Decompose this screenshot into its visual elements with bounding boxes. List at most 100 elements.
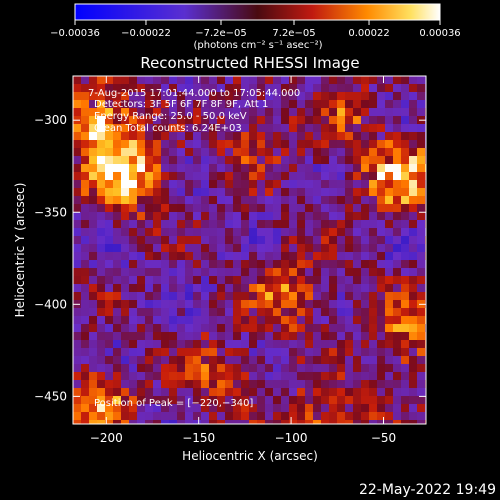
heatmap-cell	[417, 84, 425, 92]
heatmap-cell	[145, 340, 153, 348]
heatmap-cell	[105, 340, 113, 348]
heatmap-cell	[369, 332, 377, 340]
heatmap-cell	[105, 124, 113, 132]
heatmap-cell	[305, 380, 313, 388]
heatmap-cell	[353, 108, 361, 116]
heatmap-cell	[377, 332, 385, 340]
heatmap-cell	[417, 356, 425, 364]
heatmap-cell	[329, 100, 337, 108]
heatmap-cell	[169, 300, 177, 308]
heatmap-cell	[321, 388, 329, 396]
heatmap-cell	[161, 84, 169, 92]
heatmap-cell	[353, 380, 361, 388]
heatmap-cell	[97, 124, 105, 132]
heatmap-cell	[297, 220, 305, 228]
heatmap-cell	[169, 204, 177, 212]
heatmap-cell	[249, 372, 257, 380]
heatmap-cell	[313, 412, 321, 420]
heatmap-cell	[185, 244, 193, 252]
heatmap-cell	[201, 292, 209, 300]
heatmap-cell	[337, 108, 345, 116]
heatmap-cell	[297, 76, 305, 84]
heatmap-cell	[153, 348, 161, 356]
heatmap-cell	[217, 116, 225, 124]
heatmap-cell	[129, 404, 137, 412]
heatmap-cell	[113, 84, 121, 92]
heatmap-cell	[161, 276, 169, 284]
heatmap-cell	[409, 396, 417, 404]
heatmap-cell	[169, 220, 177, 228]
heatmap-cell	[153, 196, 161, 204]
heatmap-cell	[145, 196, 153, 204]
heatmap-cell	[217, 124, 225, 132]
heatmap-cell	[225, 388, 233, 396]
heatmap-cell	[161, 372, 169, 380]
heatmap-cell	[377, 364, 385, 372]
heatmap-cell	[273, 276, 281, 284]
heatmap-cell	[105, 268, 113, 276]
heatmap-cell	[369, 276, 377, 284]
heatmap-cell	[313, 404, 321, 412]
heatmap-cell	[257, 364, 265, 372]
heatmap-cell	[73, 140, 81, 148]
heatmap-cell	[385, 292, 393, 300]
heatmap-cell	[361, 380, 369, 388]
heatmap-cell	[281, 236, 289, 244]
heatmap-cell	[385, 140, 393, 148]
heatmap-cell	[377, 276, 385, 284]
heatmap-cell	[81, 212, 89, 220]
heatmap-cell	[257, 124, 265, 132]
heatmap-cell	[169, 76, 177, 84]
heatmap-cell	[289, 364, 297, 372]
heatmap-cell	[129, 100, 137, 108]
heatmap-cell	[153, 372, 161, 380]
heatmap-cell	[241, 420, 249, 424]
heatmap-cell	[225, 332, 233, 340]
heatmap-cell	[209, 412, 217, 420]
heatmap-cell	[241, 332, 249, 340]
heatmap-cell	[377, 172, 385, 180]
heatmap-cell	[369, 324, 377, 332]
heatmap-cell	[249, 156, 257, 164]
heatmap-cell	[329, 308, 337, 316]
heatmap-cell	[97, 196, 105, 204]
heatmap-cell	[257, 84, 265, 92]
heatmap-cell	[89, 84, 97, 92]
heatmap-cell	[297, 132, 305, 140]
heatmap-cell	[209, 356, 217, 364]
heatmap-cell	[257, 284, 265, 292]
heatmap-cell	[249, 92, 257, 100]
heatmap-cell	[289, 124, 297, 132]
heatmap-cell	[193, 268, 201, 276]
heatmap-cell	[353, 356, 361, 364]
heatmap-cell	[313, 148, 321, 156]
heatmap-cell	[153, 92, 161, 100]
heatmap-cell	[233, 156, 241, 164]
heatmap-cell	[369, 220, 377, 228]
heatmap-cell	[137, 228, 145, 236]
heatmap-cell	[169, 116, 177, 124]
heatmap-cell	[209, 364, 217, 372]
heatmap-cell	[417, 364, 425, 372]
y-tick-label: −450	[34, 389, 67, 403]
heatmap-cell	[305, 172, 313, 180]
heatmap-cell	[201, 300, 209, 308]
heatmap-cell	[161, 204, 169, 212]
heatmap-cell	[257, 116, 265, 124]
heatmap-cell	[289, 100, 297, 108]
heatmap-cell	[361, 220, 369, 228]
heatmap-cell	[289, 228, 297, 236]
heatmap-cell	[169, 148, 177, 156]
heatmap-cell	[241, 100, 249, 108]
heatmap-cell	[241, 404, 249, 412]
heatmap-cell	[265, 84, 273, 92]
heatmap-cell	[337, 180, 345, 188]
heatmap-cell	[81, 196, 89, 204]
heatmap-cell	[97, 356, 105, 364]
heatmap-cell	[265, 196, 273, 204]
heatmap-cell	[169, 284, 177, 292]
heatmap-cell	[89, 252, 97, 260]
heatmap-cell	[153, 148, 161, 156]
heatmap-cell	[281, 276, 289, 284]
heatmap-cell	[353, 340, 361, 348]
